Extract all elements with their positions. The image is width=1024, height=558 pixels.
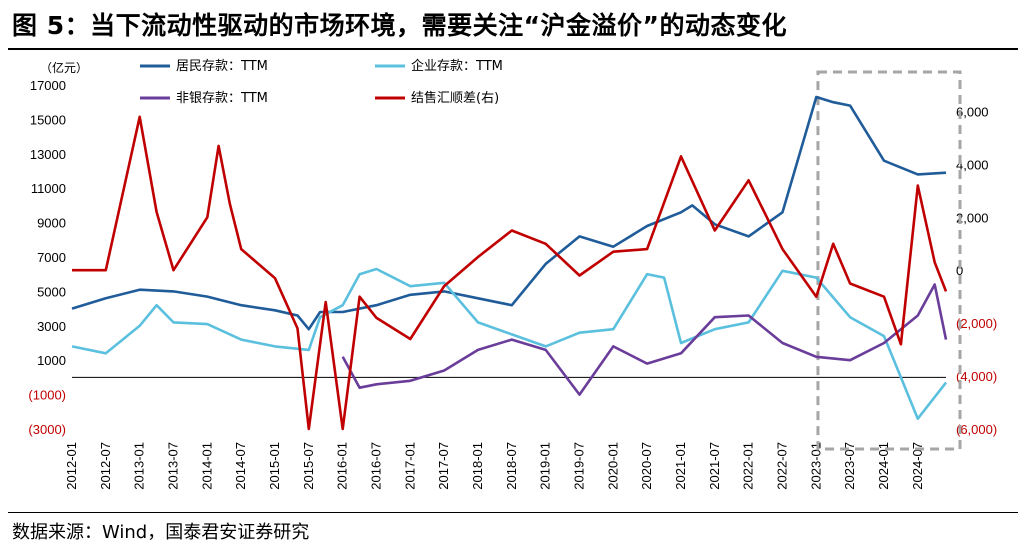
right-tick-label: 2,000 bbox=[956, 210, 989, 225]
x-tick-label: 2018-01 bbox=[470, 442, 485, 490]
x-tick-label: 2013-07 bbox=[165, 442, 180, 490]
source-divider bbox=[8, 512, 1018, 513]
right-tick-label: 4,000 bbox=[956, 157, 989, 172]
left-tick-label: 15000 bbox=[30, 112, 66, 127]
chart-title: 图 5：当下流动性驱动的市场环境，需要关注“沪金溢价”的动态变化 bbox=[12, 11, 787, 40]
highlight-box bbox=[816, 70, 962, 451]
x-tick-label: 2012-07 bbox=[98, 442, 113, 490]
left-tick-label: 17000 bbox=[30, 78, 66, 93]
legend-label-2: 企业存款：TTM bbox=[411, 58, 503, 74]
x-tick-label: 2017-07 bbox=[436, 442, 451, 490]
x-tick-label: 2023-07 bbox=[842, 442, 857, 490]
source-note: 数据来源：Wind，国泰君安证券研究 bbox=[12, 522, 310, 543]
right-tick-label: (2,000) bbox=[956, 316, 997, 331]
x-tick-label: 2013-01 bbox=[132, 442, 147, 490]
legend-label-4: 结售汇顺差(右) bbox=[411, 90, 499, 106]
x-tick-label: 2017-01 bbox=[402, 442, 417, 490]
left-axis-unit: （亿元） bbox=[40, 60, 88, 75]
left-tick-label: 9000 bbox=[37, 216, 66, 231]
series-line-2 bbox=[71, 267, 948, 420]
x-tick-label: 2015-01 bbox=[267, 442, 282, 490]
x-tick-label: 2022-07 bbox=[774, 442, 789, 490]
left-tick-label: 1000 bbox=[37, 353, 66, 368]
series-line-1 bbox=[71, 95, 947, 331]
x-tick-label: 2016-01 bbox=[335, 442, 350, 490]
left-tick-label: 3000 bbox=[37, 319, 66, 334]
series-line-3 bbox=[341, 283, 948, 396]
x-tick-label: 2019-07 bbox=[571, 442, 586, 490]
right-tick-label: (6,000) bbox=[956, 422, 997, 437]
legend-label-3: 非银存款：TTM bbox=[176, 91, 268, 106]
x-tick-label: 2020-07 bbox=[639, 442, 654, 490]
x-tick-label: 2022-01 bbox=[741, 442, 756, 490]
right-tick-label: 6,000 bbox=[956, 104, 989, 119]
series-line-4 bbox=[72, 115, 948, 431]
x-tick-label: 2024-07 bbox=[910, 442, 925, 490]
x-tick-label: 2021-01 bbox=[673, 442, 688, 490]
title-divider bbox=[8, 48, 1018, 50]
x-tick-label: 2020-01 bbox=[605, 442, 620, 490]
x-tick-label: 2016-07 bbox=[368, 442, 383, 490]
right-tick-label: (4,000) bbox=[956, 369, 997, 384]
x-tick-label: 2014-01 bbox=[199, 442, 214, 490]
left-tick-label: (3000) bbox=[28, 422, 66, 437]
x-tick-label: 2015-07 bbox=[301, 442, 316, 490]
left-tick-label: 13000 bbox=[30, 147, 66, 162]
x-tick-label: 2014-07 bbox=[233, 442, 248, 490]
chart-area: （亿元） (3000) (1000) 1000 3000 5000 7000 9000 1100… bbox=[28, 58, 997, 490]
left-tick-label: 7000 bbox=[37, 250, 66, 265]
left-tick-label: (1000) bbox=[28, 388, 66, 403]
x-tick-label: 2021-07 bbox=[707, 442, 722, 490]
x-tick-label: 2019-01 bbox=[538, 442, 553, 490]
left-tick-label: 5000 bbox=[37, 284, 66, 299]
legend-label-1: 居民存款：TTM bbox=[176, 59, 268, 74]
x-tick-label: 2023-01 bbox=[808, 442, 823, 490]
right-tick-label: 0 bbox=[956, 263, 963, 278]
x-tick-label: 2024-01 bbox=[876, 442, 891, 490]
x-tick-label: 2018-07 bbox=[504, 442, 519, 490]
left-tick-label: 11000 bbox=[31, 181, 66, 196]
x-tick-label: 2012-01 bbox=[64, 442, 79, 490]
